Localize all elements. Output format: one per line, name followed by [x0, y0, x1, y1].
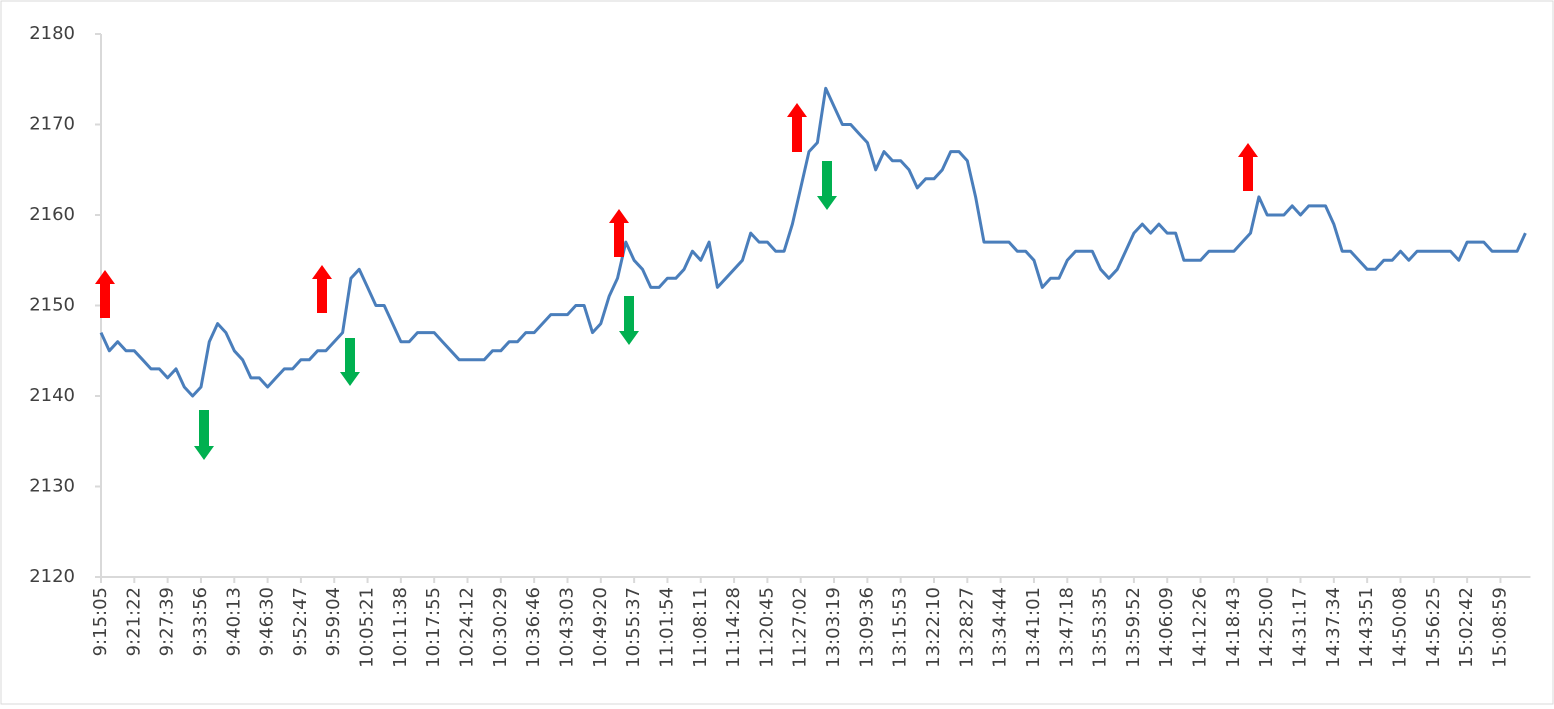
x-tick-label: 14:31:17 — [1290, 587, 1311, 668]
x-tick-label: 9:33:56 — [190, 587, 211, 656]
x-tick-label: 10:17:55 — [423, 587, 444, 668]
x-tick-label: 14:12:26 — [1190, 587, 1211, 668]
y-tick-label: 2120 — [29, 566, 75, 587]
y-tick-label: 2140 — [29, 385, 75, 406]
down-arrow — [817, 161, 837, 210]
x-tick-label: 13:03:19 — [823, 587, 844, 668]
x-tick-label: 10:55:37 — [623, 587, 644, 668]
x-tick-label: 13:22:10 — [923, 587, 944, 668]
x-tick-label: 11:14:28 — [723, 587, 744, 668]
x-tick-label: 9:27:39 — [157, 587, 178, 656]
x-tick-label: 10:49:20 — [590, 587, 611, 668]
x-tick-label: 11:08:11 — [690, 587, 711, 668]
x-tick-label: 14:37:34 — [1323, 587, 1344, 668]
x-tick-label: 13:53:35 — [1090, 587, 1111, 668]
signal-arrows — [95, 103, 1258, 460]
up-arrow — [95, 270, 115, 318]
x-tick-label: 10:05:21 — [357, 587, 378, 668]
x-tick-label: 14:25:00 — [1256, 587, 1277, 668]
x-tick-label: 13:34:44 — [990, 587, 1011, 668]
axes: 2120 2130 2140 2150 2160 2170 2180 9:15:05 9:21:… — [29, 23, 1531, 668]
down-arrow — [194, 410, 214, 460]
x-tick-label: 14:56:25 — [1423, 587, 1444, 668]
up-arrow — [1238, 143, 1258, 191]
x-tick-label: 15:08:59 — [1489, 587, 1510, 668]
x-tick-label: 14:50:08 — [1389, 587, 1410, 668]
x-tick-label: 9:21:22 — [123, 587, 144, 656]
x-tick-label: 9:52:47 — [290, 587, 311, 656]
x-tick-label: 11:01:54 — [656, 587, 677, 668]
x-tick-label: 9:40:13 — [223, 587, 244, 656]
x-tick-label: 14:43:51 — [1356, 587, 1377, 668]
x-tick-label: 9:15:05 — [90, 587, 111, 656]
x-tick-label: 13:47:18 — [1056, 587, 1077, 668]
down-arrow — [619, 296, 639, 345]
x-tick-label: 10:30:29 — [490, 587, 511, 668]
x-tick-label: 10:24:12 — [457, 587, 478, 668]
down-arrow — [340, 338, 360, 386]
y-tick-label: 2160 — [29, 204, 75, 225]
x-tick-label: 15:02:42 — [1456, 587, 1477, 668]
y-tick-label: 2150 — [29, 295, 75, 316]
up-arrow — [312, 265, 332, 313]
up-arrow — [787, 103, 807, 152]
x-tick-label: 10:36:46 — [523, 587, 544, 668]
up-arrow — [609, 209, 629, 257]
x-tick-label: 13:15:53 — [890, 587, 911, 668]
x-tick-label: 10:11:38 — [390, 587, 411, 668]
y-tick-label: 2180 — [29, 23, 75, 44]
x-tick-label: 11:27:02 — [790, 587, 811, 668]
x-tick-label: 14:06:09 — [1156, 587, 1177, 668]
x-tick-label: 13:09:36 — [856, 587, 877, 668]
x-tick-label: 14:18:43 — [1223, 587, 1244, 668]
x-tick-label: 10:43:03 — [556, 587, 577, 668]
x-tick-label: 9:59:04 — [323, 587, 344, 656]
y-tick-label: 2170 — [29, 114, 75, 135]
y-tick-label: 2130 — [29, 476, 75, 497]
x-tick-label: 13:28:27 — [956, 587, 977, 668]
x-tick-label: 13:41:01 — [1023, 587, 1044, 668]
x-tick-label: 13:59:52 — [1123, 587, 1144, 668]
x-tick-label: 11:20:45 — [756, 587, 777, 668]
price-line — [99, 86, 1527, 398]
x-tick-label: 9:46:30 — [257, 587, 278, 656]
